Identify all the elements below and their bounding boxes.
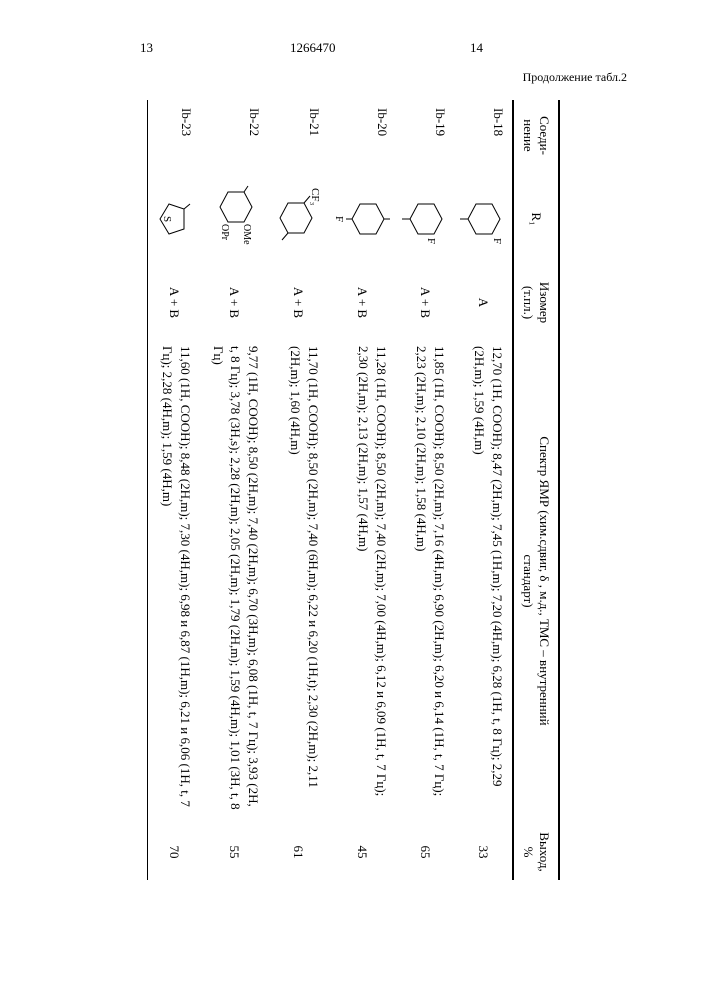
yield-cell: 61 [268, 824, 328, 880]
svg-text:CF₃: CF₃ [309, 188, 321, 205]
page-number-right: 14 [470, 40, 483, 56]
r1-structure: F [328, 171, 396, 267]
r1-structure: OMe OPr [200, 171, 268, 267]
table-row: Ib-20 F A + B 11,28 (1H, COOH); 8,50 (2H… [328, 100, 396, 880]
phenyl-2cf3-icon: CF₃ [274, 188, 322, 250]
nmr-cell: 11,70 (1H, COOH); 8,50 (2H,m); 7,40 (6H,… [268, 338, 328, 824]
col-isomer: Изомер (т.пл.) [513, 267, 559, 338]
thienyl-icon: S [154, 194, 194, 244]
compound-id: Ib-23 [148, 100, 201, 171]
table-row: Ib-21 CF₃ A + B 11,70 (1H, COOH); 8,50 (… [268, 100, 328, 880]
col-compound: Соеди- нение [513, 100, 559, 171]
compound-id: Ib-20 [328, 100, 396, 171]
svg-text:F: F [491, 238, 503, 244]
compound-id: Ib-19 [396, 100, 454, 171]
r1-structure: F [454, 171, 513, 267]
table-row: Ib-23 S A + B 11,60 (1H, COOH); 8,48 (2H… [148, 100, 201, 880]
isomer-cell: A + B [268, 267, 328, 338]
nmr-cell: 9,77 (1H, COOH); 8,50 (2H,m); 7,40 (2H,m… [200, 338, 268, 824]
svg-text:OPr: OPr [219, 224, 230, 241]
phenyl-ome-opr-icon: OMe OPr [206, 182, 262, 256]
col-nmr: Спектр ЯМР (хим.сдвиг, δ , м.д., ТМС – в… [513, 338, 559, 824]
isomer-cell: A + B [148, 267, 201, 338]
yield-cell: 55 [200, 824, 268, 880]
nmr-cell: 11,28 (1H, COOH); 8,50 (2H,m); 7,40 (2H,… [328, 338, 396, 824]
yield-cell: 70 [148, 824, 201, 880]
phenyl-4f-icon: F [334, 194, 390, 244]
isomer-cell: A + B [328, 267, 396, 338]
col-yield: Выход, % [513, 824, 559, 880]
yield-cell: 65 [396, 824, 454, 880]
compound-id: Ib-22 [200, 100, 268, 171]
page-number-left: 13 [140, 40, 153, 56]
yield-cell: 33 [454, 824, 513, 880]
table-row: Ib-19 F A + B 11,85 (1H, COOH); 8,50 (2H… [396, 100, 454, 880]
phenyl-2f-icon: F [460, 194, 506, 244]
nmr-cell: 11,85 (1H, COOH); 8,50 (2H,m); 7,16 (4H,… [396, 338, 454, 824]
isomer-cell: A + B [396, 267, 454, 338]
svg-text:F: F [334, 216, 345, 222]
isomer-cell: A + B [200, 267, 268, 338]
svg-text:OMe: OMe [241, 224, 252, 245]
phenyl-3f-icon: F [402, 194, 448, 244]
table-row: Ib-18 F A 12,70 (1H, COOH); 8,47 (2H,m);… [454, 100, 513, 880]
r1-structure: F [396, 171, 454, 267]
document-number: 1266470 [290, 40, 336, 56]
yield-cell: 45 [328, 824, 396, 880]
nmr-cell: 11,60 (1H, COOH); 8,48 (2H,m); 7,30 (4H,… [148, 338, 201, 824]
svg-text:F: F [425, 238, 437, 244]
compound-id: Ib-18 [454, 100, 513, 171]
table-caption: Продолжение табл.2 [523, 70, 627, 85]
table-row: Ib-22 OMe OPr A + B 9,77 (1H, COOH); 8,5… [200, 100, 268, 880]
table-container: Соеди- нение R₁ Изомер (т.пл.) Спектр ЯМ… [0, 100, 560, 620]
isomer-cell: A [454, 267, 513, 338]
svg-text:S: S [161, 216, 173, 222]
r1-structure: S [148, 171, 201, 267]
col-r1: R₁ [513, 171, 559, 267]
nmr-cell: 12,70 (1H, COOH); 8,47 (2H,m); 7,45 (1H,… [454, 338, 513, 824]
nmr-table: Соеди- нение R₁ Изомер (т.пл.) Спектр ЯМ… [147, 100, 560, 880]
r1-structure: CF₃ [268, 171, 328, 267]
compound-id: Ib-21 [268, 100, 328, 171]
